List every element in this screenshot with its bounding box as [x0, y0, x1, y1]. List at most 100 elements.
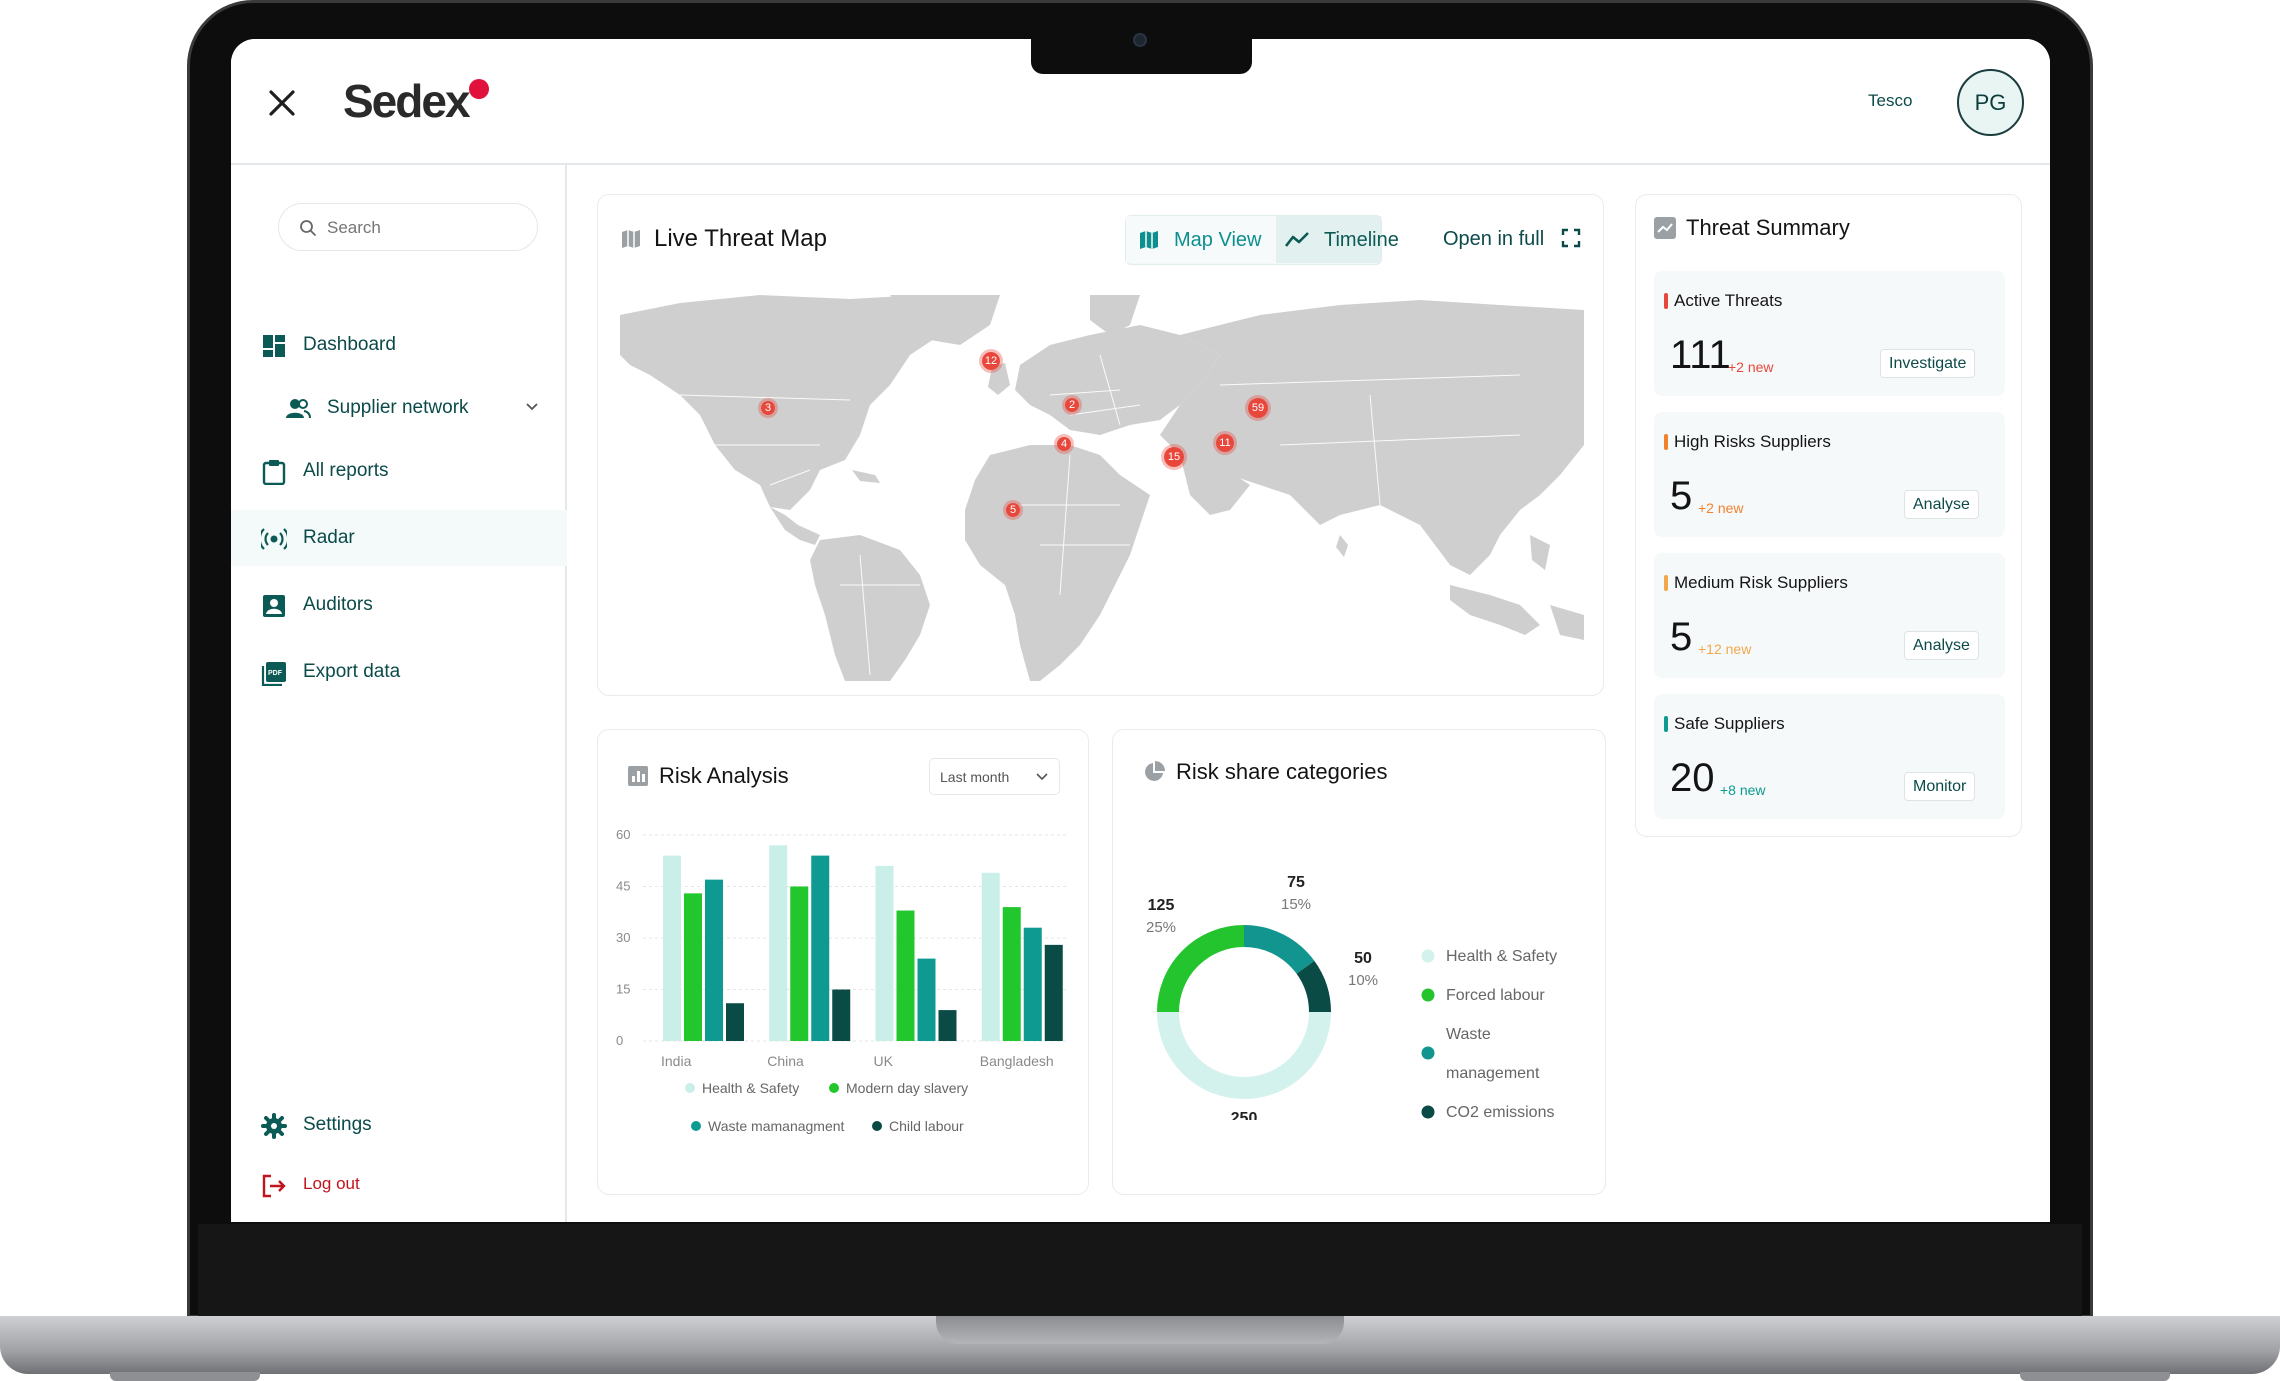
- trend-icon: [1654, 217, 1676, 239]
- sidebar-item-logout[interactable]: Log out: [231, 1157, 567, 1213]
- dashboard-icon: [263, 335, 285, 357]
- analyse-button[interactable]: Analyse: [1904, 490, 1979, 519]
- donut-slice: [1243, 925, 1315, 975]
- timeline-icon: [1284, 232, 1309, 247]
- threat-marker-label: 4: [1054, 434, 1074, 454]
- avatar[interactable]: PG: [1957, 69, 2024, 136]
- status-bar: [1664, 434, 1668, 450]
- legend-label: Forced labour: [1446, 987, 1545, 1004]
- x-tick-label: Bangladesh: [980, 1053, 1054, 1069]
- sidebar-item-auditors[interactable]: Auditors: [231, 577, 567, 633]
- risk-share-title: Risk share categories: [1176, 759, 1388, 784]
- analyse-button[interactable]: Analyse: [1904, 631, 1979, 660]
- laptop-foot-left: [110, 1372, 260, 1381]
- legend-label: management: [1446, 1065, 1540, 1082]
- search-input[interactable]: [327, 216, 517, 240]
- status-bar: [1664, 716, 1668, 732]
- risk-analysis-chart: 0 15 30 45 60 India China UK Bangladesh Health & …: [616, 827, 1068, 1134]
- clipboard-icon: [262, 460, 286, 485]
- chevron-down-icon[interactable]: [525, 402, 539, 412]
- threat-summary-title: Threat Summary: [1686, 215, 1850, 240]
- sidebar-item-dashboard[interactable]: Dashboard: [231, 317, 567, 373]
- bar: [726, 1003, 744, 1041]
- sidebar-item-settings[interactable]: Settings: [231, 1097, 567, 1153]
- risk-analysis-title: Risk Analysis: [659, 763, 789, 788]
- threat-marker-label: 5: [1003, 500, 1023, 520]
- app-screen: Sedex Tesco PG Dashboard Supplier ne: [231, 39, 2050, 1222]
- threat-marker-china[interactable]: 59: [1245, 395, 1271, 421]
- bar: [769, 845, 788, 1041]
- slice-value-label: 250: [1231, 1110, 1258, 1120]
- bar: [832, 989, 851, 1041]
- logout-icon: [262, 1174, 286, 1198]
- sidebar: Dashboard Supplier network All reports: [231, 165, 567, 1222]
- threat-marker-bangladesh[interactable]: 11: [1213, 431, 1237, 455]
- legend-swatch: [691, 1121, 701, 1131]
- summary-new-badge: +8 new: [1720, 782, 1766, 798]
- sidebar-item-label: All reports: [303, 460, 389, 481]
- search-box[interactable]: [278, 203, 538, 251]
- org-name[interactable]: Tesco: [1868, 91, 1913, 110]
- map-view-label: Map View: [1174, 229, 1262, 251]
- bar: [705, 879, 723, 1041]
- monitor-button[interactable]: Monitor: [1904, 772, 1976, 801]
- timeline-label: Timeline: [1324, 229, 1399, 251]
- threat-marker-label: 2: [1062, 395, 1082, 415]
- threat-marker-nigeria[interactable]: 5: [1003, 500, 1023, 520]
- sidebar-item-label: Radar: [303, 527, 355, 548]
- summary-name: High Risks Suppliers: [1674, 432, 1831, 451]
- slice-percent-label: 25%: [1146, 919, 1176, 936]
- sidebar-item-label: Auditors: [303, 594, 373, 615]
- summary-name: Active Threats: [1674, 291, 1783, 310]
- bar: [663, 855, 681, 1041]
- bar: [1044, 944, 1063, 1041]
- legend-swatch: [1421, 988, 1435, 1002]
- sidebar-item-supplier-network[interactable]: Supplier network: [231, 380, 567, 436]
- status-bar: [1664, 575, 1668, 591]
- period-dropdown[interactable]: Last month: [929, 758, 1060, 795]
- world-map[interactable]: [620, 295, 1584, 681]
- bar-chart-icon: [628, 766, 648, 786]
- map-view-tab[interactable]: Map View: [1126, 216, 1276, 263]
- bar: [811, 855, 830, 1041]
- legend-swatch: [872, 1121, 882, 1131]
- donut-slice: [1157, 925, 1245, 1013]
- sidebar-item-all-reports[interactable]: All reports: [231, 443, 567, 499]
- x-tick-label: India: [661, 1053, 692, 1069]
- sidebar-item-label: Export data: [303, 661, 401, 682]
- sidebar-item-label: Log out: [303, 1174, 360, 1193]
- bar: [896, 910, 915, 1041]
- summary-count: 20: [1670, 756, 1715, 800]
- sidebar-item-radar[interactable]: Radar: [231, 510, 567, 566]
- legend-swatch: [1421, 1046, 1435, 1060]
- threat-marker-egypt[interactable]: 4: [1054, 434, 1074, 454]
- threat-summary-card: Threat Summary Active Threats 111 +2 new…: [1635, 194, 2022, 837]
- map-view-icon: [1140, 231, 1158, 249]
- legend-label: CO2 emissions: [1446, 1104, 1554, 1120]
- summary-count: 111: [1670, 333, 1731, 377]
- bar: [1002, 907, 1021, 1041]
- sidebar-item-label: Dashboard: [303, 334, 396, 355]
- camera-icon: [1133, 33, 1147, 47]
- threat-marker-uk[interactable]: 12: [979, 349, 1003, 373]
- y-tick-label: 45: [616, 879, 630, 894]
- threat-marker-label: 15: [1161, 444, 1187, 470]
- legend-swatch: [1421, 949, 1435, 963]
- close-icon[interactable]: [265, 86, 299, 120]
- donut-slice: [1157, 1011, 1331, 1099]
- summary-new-badge: +2 new: [1698, 500, 1744, 516]
- threat-marker-india[interactable]: 15: [1161, 444, 1187, 470]
- timeline-tab[interactable]: Timeline: [1276, 216, 1399, 263]
- sidebar-item-export-data[interactable]: PDF Export data: [231, 644, 567, 700]
- bar: [1023, 927, 1042, 1041]
- sedex-logo: Sedex: [343, 75, 471, 127]
- svg-text:PDF: PDF: [268, 670, 283, 677]
- legend-label: Health & Safety: [1446, 948, 1557, 965]
- bar: [790, 886, 809, 1041]
- investigate-button[interactable]: Investigate: [1880, 349, 1976, 378]
- threat-marker-turkey[interactable]: 2: [1062, 395, 1082, 415]
- open-in-full-link[interactable]: Open in full: [1443, 228, 1581, 251]
- sidebar-item-label: Supplier network: [327, 397, 469, 418]
- threat-marker-usa[interactable]: 3: [758, 398, 778, 418]
